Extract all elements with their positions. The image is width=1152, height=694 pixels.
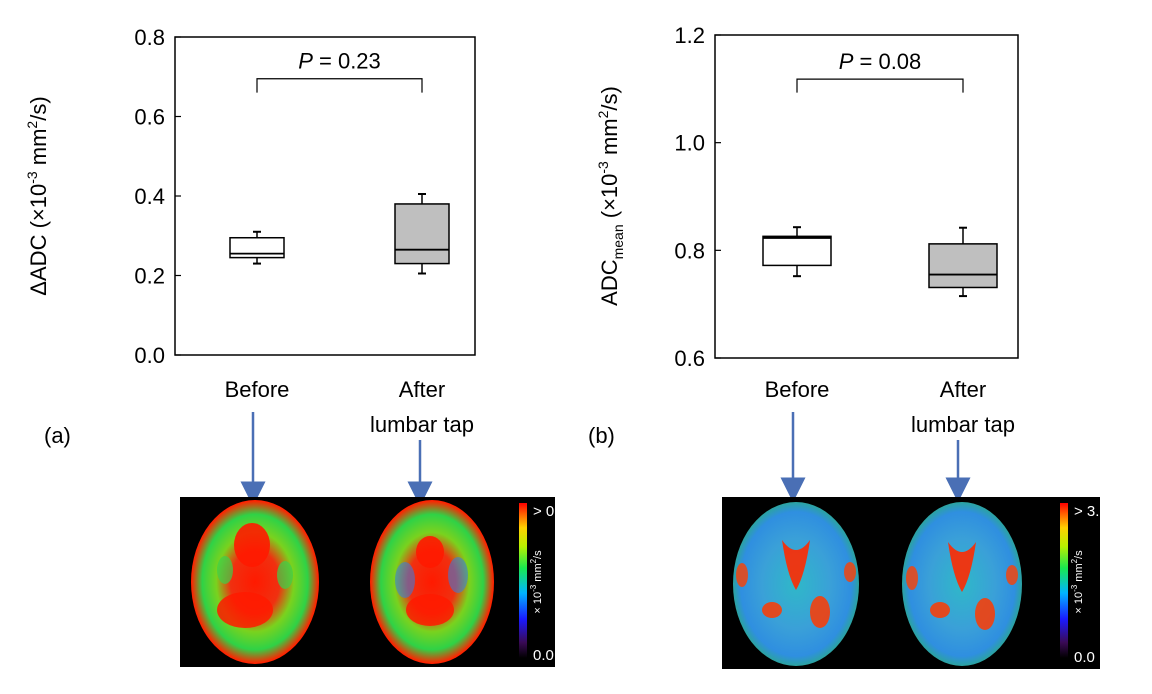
y-tick-label: 0.4 (134, 184, 165, 209)
brain-map-before-a (191, 500, 319, 664)
y-tick-label: 0.2 (134, 264, 165, 289)
panel-label-a: (a) (44, 423, 71, 448)
y-tick-label: 0.0 (134, 343, 165, 368)
plot-frame (174, 36, 476, 356)
box-iqr (928, 243, 998, 289)
y-tick-label: 1.2 (674, 23, 705, 48)
box-after (394, 193, 450, 275)
panel-a: 0.0 0.2 0.4 0.6 0.8 P = 0.23 ΔADC (×10-3 mm2… (24, 25, 567, 667)
category-label-before: Before (765, 377, 830, 402)
brain-map-after-a (370, 500, 494, 664)
colorbar-b (1060, 503, 1068, 658)
box-before (229, 230, 285, 265)
box-iqr (394, 203, 450, 265)
significance-bracket (256, 78, 423, 93)
colorbar-unit-b: × 10-3 mm2/s (1070, 550, 1085, 614)
category-label-after-line2: lumbar tap (370, 412, 474, 437)
colorbar-max-label-b: > 3.0 (1074, 503, 1108, 520)
significance-bracket (796, 78, 964, 93)
category-label-before: Before (225, 377, 290, 402)
category-label-after-line2: lumbar tap (911, 412, 1015, 437)
y-axis-label: ΔADC (×10-3 mm2/s) (24, 96, 51, 295)
y-tick-label: 0.8 (674, 238, 705, 263)
brain-map-before-b (733, 502, 859, 666)
panel-label-b: (b) (588, 423, 615, 448)
box-iqr (229, 236, 285, 259)
colorbar-min-label-a: 0.0 (533, 647, 554, 664)
category-label-after-line1: After (399, 377, 445, 402)
colorbar-unit-a: × 10-3 mm2/s (529, 550, 544, 614)
p-value-label: P = 0.08 (839, 49, 922, 74)
box-after (928, 226, 998, 298)
panel-b: 0.6 0.8 1.0 1.2 P = 0.08 ADCmean (×10-3 mm2… (588, 23, 1108, 669)
p-value-label: P = 0.23 (298, 49, 381, 74)
y-tick-label: 0.6 (674, 346, 705, 371)
y-tick-label: 0.6 (134, 105, 165, 130)
category-label-after-line1: After (940, 377, 986, 402)
box-before (762, 226, 832, 278)
colorbar-min-label-b: 0.0 (1074, 649, 1095, 666)
y-tick-label: 0.8 (134, 25, 165, 50)
y-tick-label: 1.0 (674, 131, 705, 156)
colorbar-max-label-a: > 0.6 (533, 503, 567, 520)
plot-frame (714, 34, 1019, 359)
brain-map-after-b (902, 502, 1022, 666)
box-iqr (762, 235, 832, 267)
colorbar-a (519, 503, 527, 658)
y-axis-label: ADCmean (×10-3 mm2/s) (595, 86, 626, 306)
